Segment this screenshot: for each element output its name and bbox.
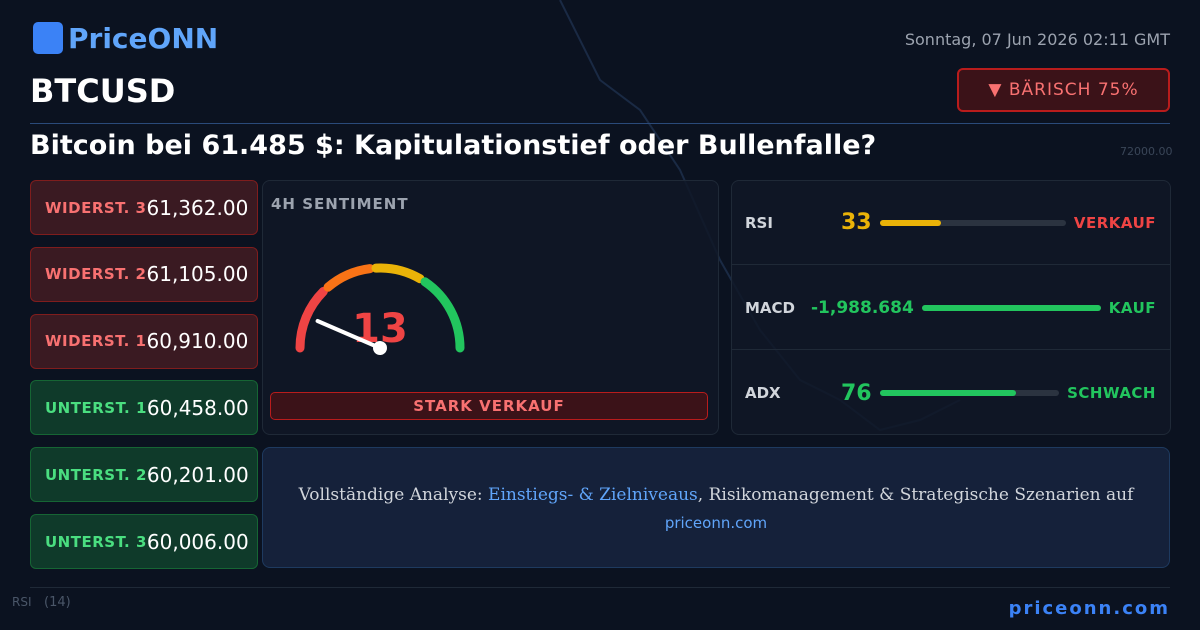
level: UNTERST. 2 60,201.00 — [30, 447, 258, 503]
level-label: UNTERST. 1 — [45, 398, 147, 417]
level-value: 61,362.00 — [146, 195, 249, 220]
level: UNTERST. 3 60,006.00 — [30, 514, 258, 569]
cta-panel — [262, 447, 1170, 568]
indicator-bar — [879, 390, 1016, 396]
level-value: 60,458.00 — [146, 395, 249, 420]
indicator-name: ADX — [745, 384, 781, 402]
level-label: WIDERST. 2 — [45, 265, 147, 284]
gauge: 13 — [295, 263, 465, 355]
gauge-arc — [420, 277, 465, 353]
indicator-value: -1,988.684 — [811, 297, 914, 318]
level-label: UNTERST. 2 — [45, 465, 147, 484]
indicator-track — [921, 304, 1101, 311]
bg-label: 72000.00 — [1120, 145, 1173, 158]
headline: Bitcoin bei 61.485 $: Kapitulationstief … — [30, 130, 877, 161]
indicator-signal: SCHWACH — [1067, 384, 1156, 402]
indicator-bar — [879, 219, 942, 226]
divider — [30, 587, 1170, 588]
indicator-signal: VERKAUF — [1073, 213, 1156, 232]
gauge-hub — [373, 341, 387, 355]
level: WIDERST. 3 61,362.00 — [30, 180, 258, 235]
indicator-name: MACD — [745, 298, 795, 317]
indicator-track — [879, 219, 1066, 226]
level-value: 60,006.00 — [146, 529, 249, 554]
level-label: UNTERST. 3 — [45, 532, 147, 551]
cta-suffix: , Risikomanagement & Strategische Szenar… — [697, 485, 1134, 505]
indicator-bar — [921, 304, 1101, 311]
cta-link[interactable]: Einstiegs- & Zielniveaus — [488, 485, 698, 505]
level: WIDERST. 2 61,105.00 — [30, 246, 258, 302]
gauge-needle — [315, 318, 382, 350]
gauge-arc — [295, 286, 328, 353]
cta-prefix: Vollständige Analyse: — [298, 485, 489, 505]
divider — [30, 123, 1170, 124]
footer-url[interactable]: priceonn.com — [1008, 598, 1170, 619]
symbol: BTCUSD — [30, 72, 176, 110]
level-value: 60,910.00 — [146, 329, 249, 354]
logo-icon — [33, 22, 63, 54]
date: Sonntag, 07 Jun 2026 02:11 GMT — [904, 30, 1170, 49]
level: UNTERST. 1 60,458.00 — [30, 380, 258, 436]
logo[interactable]: PriceONN — [68, 22, 219, 55]
indicator-track — [879, 390, 1060, 396]
indicator-name: RSI — [745, 213, 773, 232]
bg-label: (14) — [44, 595, 71, 610]
cta-text: Vollständige Analyse: Einstiegs- & Zieln… — [262, 485, 1170, 505]
level: WIDERST. 1 60,910.00 — [30, 313, 258, 369]
verdict: STARK VERKAUF — [270, 392, 708, 420]
badge: ▼ BÄRISCH 75% — [957, 68, 1170, 112]
cta-url[interactable]: priceonn.com — [664, 514, 768, 532]
gauge-arc — [371, 263, 425, 284]
sentiment-title: 4H SENTIMENT — [271, 195, 409, 213]
gauge-arc — [323, 264, 375, 292]
indicator-signal: KAUF — [1108, 298, 1156, 317]
indicator-value: 33 — [841, 210, 872, 235]
level-value: 60,201.00 — [146, 462, 249, 487]
level-label: WIDERST. 3 — [45, 198, 147, 217]
indicator-row: RSI 33 VERKAUF — [731, 181, 1170, 265]
level-value: 61,105.00 — [146, 262, 249, 287]
indicator-row: MACD -1,988.684 KAUF — [731, 266, 1170, 350]
bg-label: RSI — [12, 595, 32, 609]
level-label: WIDERST. 1 — [45, 332, 147, 351]
indicator-value: 76 — [841, 380, 872, 406]
indicator-row: ADX 76 SCHWACH — [731, 351, 1170, 435]
